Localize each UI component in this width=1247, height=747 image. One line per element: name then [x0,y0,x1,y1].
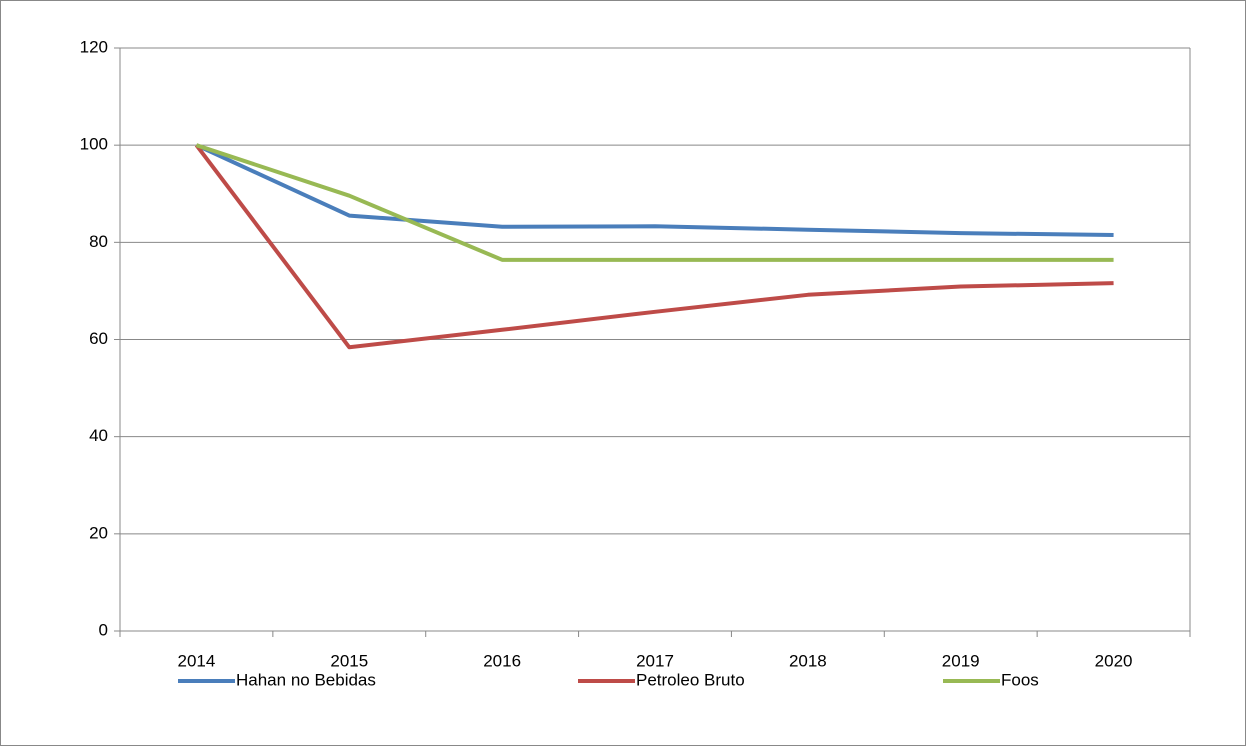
x-tick-label: 2019 [942,651,980,670]
x-tick-label: 2018 [789,651,827,670]
y-tick-label: 0 [99,620,108,639]
legend-label: Foos [1001,670,1039,689]
y-tick-label: 120 [80,37,108,56]
x-tick-label: 2016 [483,651,521,670]
y-tick-label: 80 [89,232,108,251]
legend-label: Petroleo Bruto [636,670,745,689]
y-tick-label: 40 [89,426,108,445]
x-tick-label: 2015 [330,651,368,670]
x-tick-label: 2014 [178,651,216,670]
y-tick-label: 100 [80,135,108,154]
legend-label: Hahan no Bebidas [236,670,376,689]
y-tick-label: 60 [89,329,108,348]
y-tick-label: 20 [89,523,108,542]
series-line [194,143,1114,350]
series-line [195,143,1114,238]
series-line [195,143,1114,262]
x-tick-label: 2020 [1095,651,1133,670]
x-tick-label: 2017 [636,651,674,670]
